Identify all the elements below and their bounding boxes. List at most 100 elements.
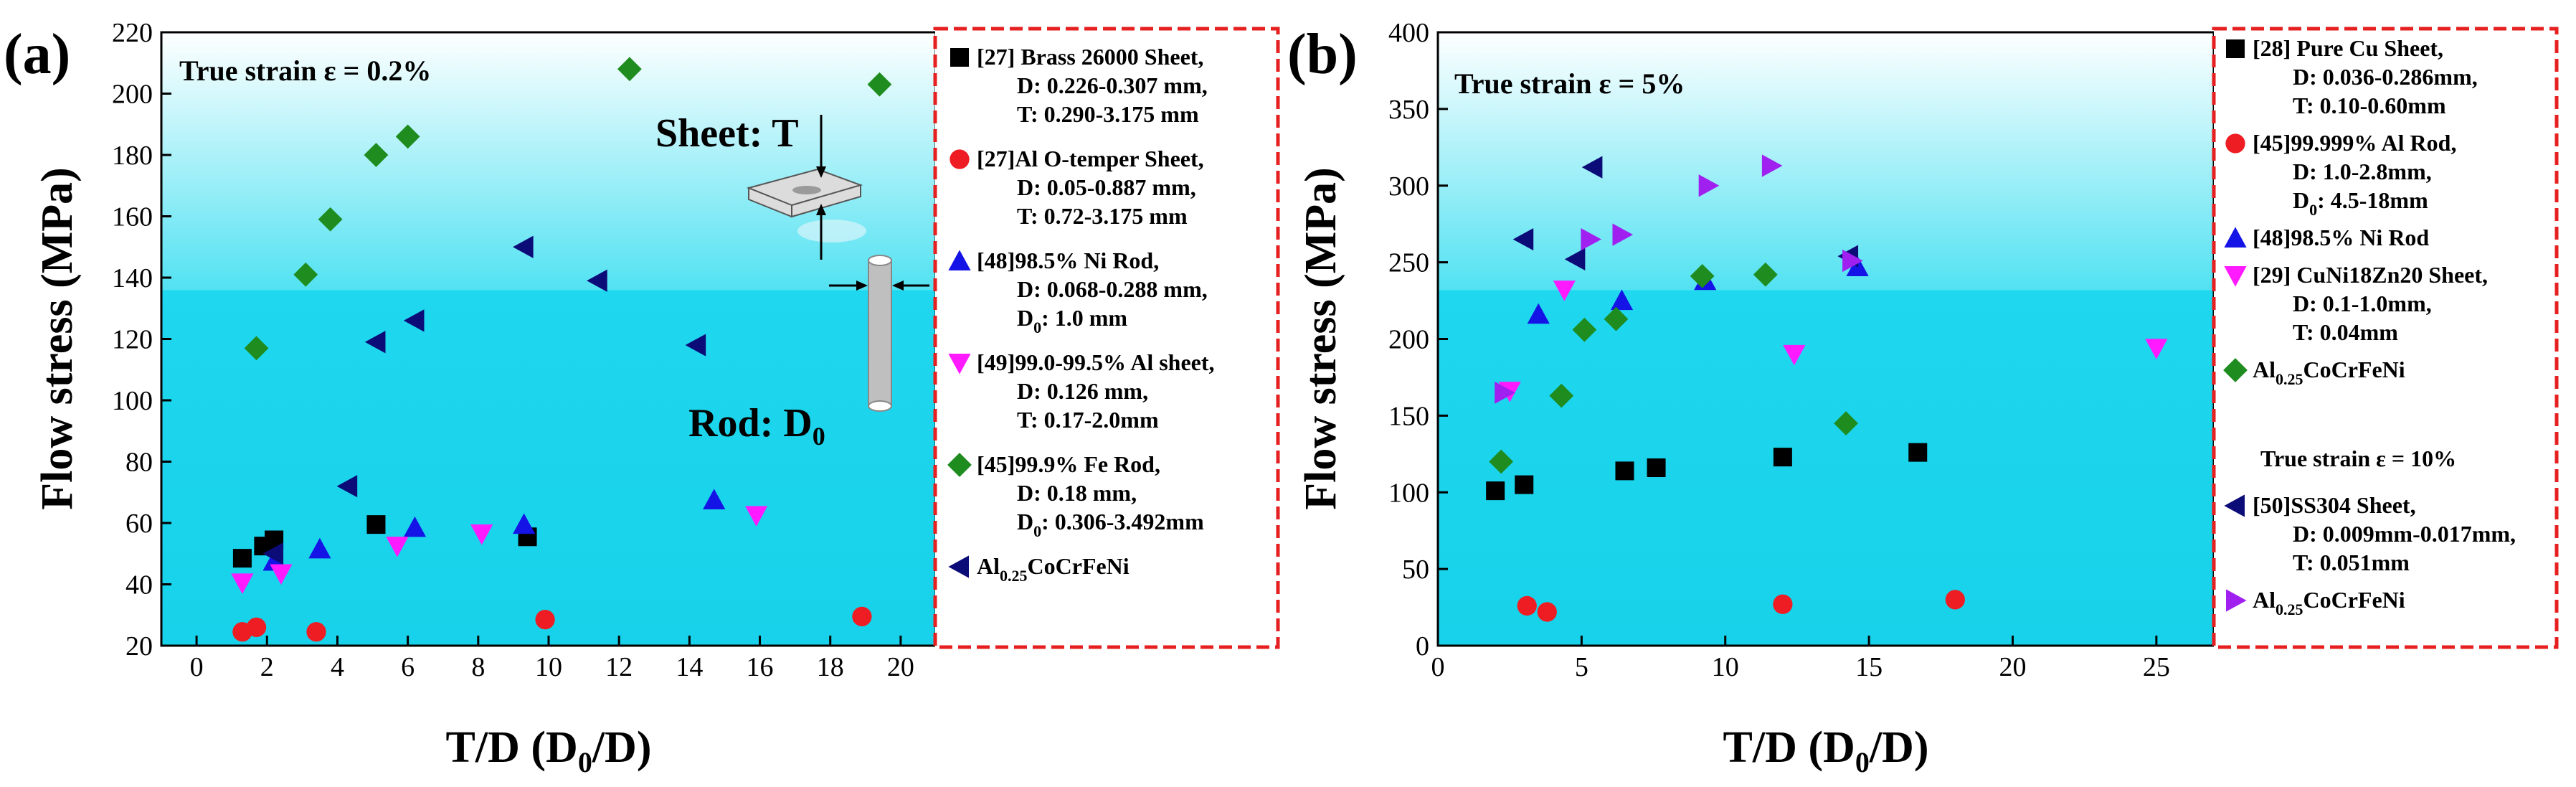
data-point-circle xyxy=(1945,590,1965,610)
panel-b-legend-frame xyxy=(2212,27,2559,649)
data-point-square xyxy=(1773,448,1792,467)
data-point-diamond xyxy=(318,207,343,232)
legend-text: D0: 4.5-18mm xyxy=(2293,187,2428,219)
data-point-diamond xyxy=(1753,262,1778,287)
data-point-diamond xyxy=(395,124,420,149)
data-point-diamond xyxy=(617,57,642,82)
y-tick-label: 200 xyxy=(1388,325,1429,355)
panel-a-letter: (a) xyxy=(4,23,70,86)
data-point-triangle-down xyxy=(745,506,768,527)
x-tick-label: 20 xyxy=(887,652,914,682)
data-point-triangle-left xyxy=(1581,156,1603,179)
rod-arrow-right-head xyxy=(892,281,904,291)
x-tick-label: 20 xyxy=(1999,652,2026,682)
legend-text: T: 0.17-2.0mm xyxy=(1017,407,1159,433)
data-point-square xyxy=(265,530,284,550)
data-point-triangle-left xyxy=(403,309,425,332)
panel-a-y-axis-title: Flow stress (MPa) xyxy=(33,167,82,510)
data-point-triangle-down xyxy=(1553,281,1576,301)
panel-b-legend-annotation: True strain ε = 10% xyxy=(2260,446,2456,471)
data-point-triangle-right xyxy=(1495,381,1515,404)
legend-text: Al0.25CoCrFeNi xyxy=(977,553,1130,585)
legend-text: Al0.25CoCrFeNi xyxy=(2253,357,2405,388)
data-point-square xyxy=(1908,443,1928,462)
data-point-circle xyxy=(1517,595,1537,616)
data-point-triangle-up xyxy=(1610,289,1634,311)
legend-text: [27]Al O-temper Sheet, xyxy=(977,146,1204,171)
panel-a-data xyxy=(231,57,892,642)
y-tick-label: 350 xyxy=(1388,95,1429,125)
legend-marker-square xyxy=(2226,39,2245,58)
data-point-triangle-right xyxy=(1581,227,1601,251)
panel-b-letter: (b) xyxy=(1287,23,1358,86)
data-point-triangle-up xyxy=(308,537,331,559)
data-point-diamond xyxy=(1549,383,1574,408)
panel-b-legend: True strain ε = 10% [28] Pure Cu Sheet, D… xyxy=(2212,27,2559,649)
data-point-square xyxy=(366,515,386,534)
data-point-diamond xyxy=(1690,263,1715,288)
x-tick-label: 6 xyxy=(401,652,415,682)
data-point-square xyxy=(232,549,252,568)
legend-marker-triangle-up xyxy=(2224,227,2247,248)
data-point-circle xyxy=(1537,602,1557,622)
legend-marker-diamond xyxy=(2223,358,2248,382)
panel-b-annotation: True strain ε = 5% xyxy=(1454,67,1685,100)
x-tick-label: 10 xyxy=(1712,652,1739,682)
x-tick-label: 4 xyxy=(331,652,344,682)
data-point-square xyxy=(1615,461,1634,481)
legend-text: [48]98.5% Ni Rod, xyxy=(977,248,1159,273)
sheet-arrow-bottom-head xyxy=(816,204,826,215)
legend-text: D: 1.0-2.8mm, xyxy=(2293,159,2432,184)
y-tick-label: 250 xyxy=(1388,248,1429,278)
legend-text: D: 0.226-0.307 mm, xyxy=(1017,72,1208,98)
rod-diameter-label: Rod: D0 xyxy=(688,401,825,451)
rod-arrow-left-head xyxy=(856,281,868,291)
rod-top-end xyxy=(868,255,892,266)
y-tick-label: 180 xyxy=(112,141,153,171)
panel-a-legend-entries: [27] Brass 26000 Sheet,D: 0.226-0.307 mm… xyxy=(947,44,1215,585)
data-point-circle xyxy=(535,610,555,630)
data-point-triangle-up xyxy=(703,489,726,509)
data-point-triangle-down xyxy=(1783,344,1806,366)
x-tick-label: 14 xyxy=(676,652,703,682)
legend-text: [45]99.999% Al Rod, xyxy=(2253,130,2456,156)
legend-text: D0: 0.306-3.492mm xyxy=(1017,509,1204,540)
y-tick-label: 100 xyxy=(112,386,153,416)
data-point-triangle-left xyxy=(685,334,706,357)
y-tick-label: 80 xyxy=(126,448,153,478)
x-tick-label: 15 xyxy=(1855,652,1883,682)
data-point-triangle-left xyxy=(587,269,607,292)
legend-text: D: 0.05-0.887 mm, xyxy=(1017,174,1196,200)
data-point-triangle-left xyxy=(364,331,386,354)
legend-marker-circle xyxy=(950,149,970,169)
legend-marker-triangle-left xyxy=(2224,494,2245,517)
data-point-diamond xyxy=(1834,411,1858,435)
data-point-triangle-up xyxy=(1527,303,1550,324)
y-tick-label: 60 xyxy=(126,509,153,539)
x-tick-label: 10 xyxy=(535,652,562,682)
legend-text: T: 0.72-3.175 mm xyxy=(1017,203,1188,229)
data-point-triangle-right xyxy=(1842,249,1863,273)
data-point-triangle-right xyxy=(1698,174,1720,197)
y-tick-label: 50 xyxy=(1402,555,1429,585)
y-tick-label: 150 xyxy=(1388,401,1429,431)
legend-text: [48]98.5% Ni Rod xyxy=(2253,225,2429,250)
x-tick-label: 5 xyxy=(1575,652,1588,682)
data-point-triangle-left xyxy=(262,542,284,565)
legend-text: T: 0.10-0.60mm xyxy=(2293,93,2446,118)
panel-a-axes: 0 2 4 6 8 10 12 14 16 18 20 20 40 60 80 100 120 140 160 180… xyxy=(112,18,914,682)
panel-a: 0 2 4 6 8 10 12 14 16 18 20 20 40 60 80 100 120 140 160 180… xyxy=(4,18,937,778)
data-point-triangle-down xyxy=(2145,339,2168,359)
data-point-circle xyxy=(1773,594,1793,614)
legend-marker-circle xyxy=(2225,133,2245,154)
legend-text: [29] CuNi18Zn20 Sheet, xyxy=(2253,262,2488,288)
legend-text: D: 0.1-1.0mm, xyxy=(2293,291,2432,316)
panel-a-legend-frame xyxy=(933,27,1280,649)
x-tick-label: 25 xyxy=(2143,652,2170,682)
data-point-diamond xyxy=(293,262,318,287)
legend-text: D: 0.126 mm, xyxy=(1017,378,1148,404)
legend-text: [28] Pure Cu Sheet, xyxy=(2253,35,2443,61)
